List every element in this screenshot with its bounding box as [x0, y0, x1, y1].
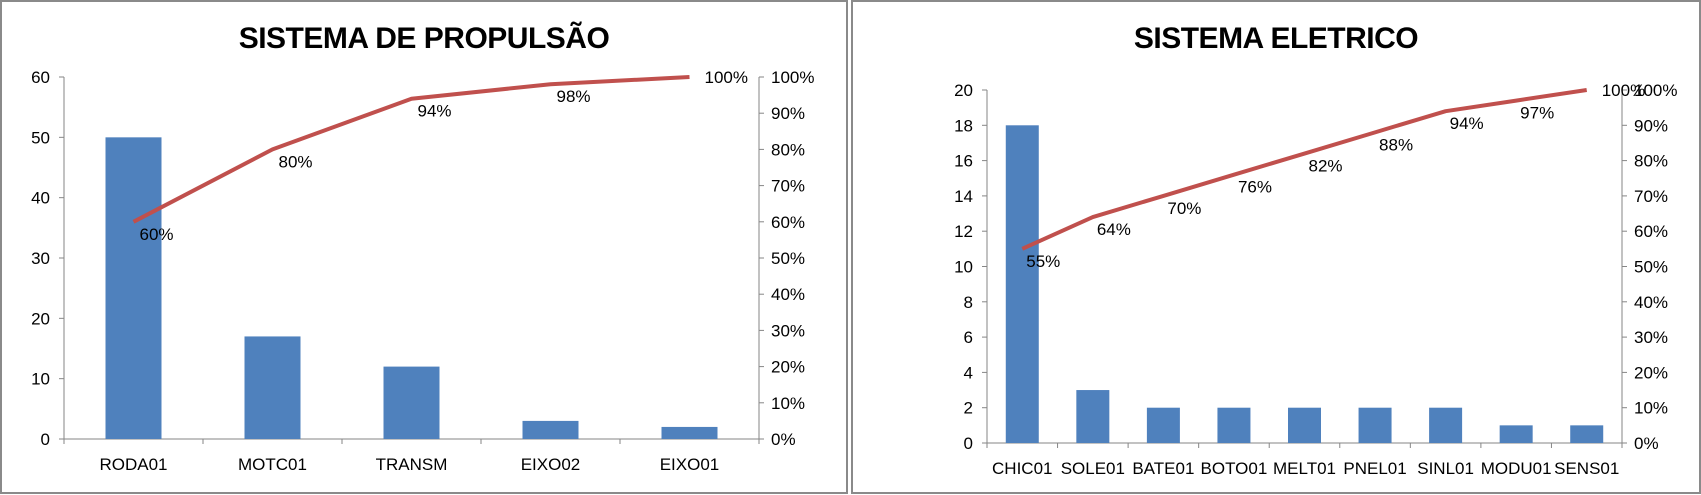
chart-panel-propulsion: SISTEMA DE PROPULSÃO 0 10 20 30 40 50 60 0% 10% 2… — [0, 0, 848, 494]
y-tick-label: 4 — [964, 363, 973, 382]
x-tick-label: BATE01 — [1132, 459, 1194, 478]
y2-tick-label: 50% — [771, 249, 805, 268]
y-tick-label: 12 — [954, 222, 973, 241]
y2-tick-label: 50% — [1634, 258, 1668, 277]
y2-tick-label: 0% — [1634, 434, 1659, 453]
y2-tick-label: 20% — [1634, 363, 1668, 382]
y2-tick-label: 10% — [771, 394, 805, 413]
data-label: 80% — [279, 152, 313, 171]
x-tick-label: CHIC01 — [992, 459, 1052, 478]
bar — [1217, 407, 1251, 443]
y-tick-label: 0 — [41, 430, 50, 449]
bar — [1429, 407, 1463, 443]
y-tick-label: 10 — [31, 370, 50, 389]
x-tick-label: RODA01 — [99, 455, 167, 474]
y2-tick-label: 90% — [771, 104, 805, 123]
bar — [522, 420, 579, 439]
y2-tick-label: 40% — [771, 285, 805, 304]
pareto-chart-propulsion: 0 10 20 30 40 50 60 0% 10% 20% 30% 40% 50% 60% 70% 80% 9… — [31, 68, 814, 474]
data-label: 100% — [705, 68, 748, 87]
y-tick-label: 20 — [954, 81, 973, 100]
y-tick-label: 2 — [964, 399, 973, 418]
y2-tick-label: 30% — [1634, 328, 1668, 347]
y-tick-label: 8 — [964, 293, 973, 312]
y2-tick-label: 60% — [1634, 222, 1668, 241]
y2-tick-label: 70% — [1634, 187, 1668, 206]
data-label: 97% — [1520, 104, 1554, 123]
bar — [1358, 407, 1392, 443]
y2-tick-label: 100% — [771, 68, 814, 87]
y2-tick-label: 30% — [771, 321, 805, 340]
data-label: 88% — [1379, 135, 1413, 154]
data-label: 64% — [1097, 220, 1131, 239]
cumulative-line — [132, 75, 690, 224]
y2-tick-label: 80% — [1634, 152, 1668, 171]
y2-tick-label: 0% — [771, 430, 796, 449]
x-tick-label: SENS01 — [1554, 459, 1619, 478]
bar — [1005, 125, 1039, 444]
bar — [1146, 407, 1180, 443]
x-tick-label: PNEL01 — [1343, 459, 1406, 478]
chart-title: SISTEMA ELETRICO — [1133, 22, 1419, 55]
x-tick-label: BOTO01 — [1201, 459, 1268, 478]
chart-panel-electric: SISTEMA ELETRICO 0 2 4 6 8 10 12 14 16 18 20 0% 10% 2… — [851, 0, 1701, 494]
cumulative-line — [1021, 88, 1588, 251]
bar — [244, 336, 301, 439]
y-tick-label: 30 — [31, 249, 50, 268]
y-tick-label: 50 — [31, 128, 50, 147]
y2-tick-label: 80% — [771, 140, 805, 159]
y2-tick-label: 90% — [1634, 116, 1668, 135]
x-tick-label: SOLE01 — [1061, 459, 1125, 478]
bar — [383, 366, 440, 439]
y-tick-label: 14 — [954, 187, 973, 206]
y2-tick-label: 40% — [1634, 293, 1668, 312]
data-label: 94% — [418, 102, 452, 121]
data-label: 98% — [557, 87, 591, 106]
y-tick-label: 18 — [954, 116, 973, 135]
x-tick-label: MODU01 — [1481, 459, 1552, 478]
bar — [1288, 407, 1321, 443]
chart-title: SISTEMA DE PROPULSÃO — [238, 22, 610, 55]
y2-tick-label: 10% — [1634, 399, 1668, 418]
bar — [661, 426, 718, 439]
bar — [1570, 425, 1604, 443]
bar — [1076, 390, 1110, 443]
y-tick-label: 20 — [31, 309, 50, 328]
y2-tick-label: 70% — [771, 177, 805, 196]
y2-tick-label: 100% — [1634, 81, 1677, 100]
data-label: 82% — [1309, 157, 1343, 176]
x-tick-label: MOTC01 — [238, 455, 307, 474]
y-tick-label: 6 — [964, 328, 973, 347]
bar — [1499, 425, 1533, 443]
y-tick-label: 40 — [31, 189, 50, 208]
data-label: 60% — [140, 225, 174, 244]
x-tick-label: TRANSM — [376, 455, 448, 474]
bar — [105, 137, 162, 440]
y2-tick-label: 60% — [771, 213, 805, 232]
data-label: 70% — [1167, 199, 1201, 218]
y2-tick-label: 20% — [771, 358, 805, 377]
data-label: 100% — [1602, 81, 1645, 100]
data-label: 76% — [1238, 178, 1272, 197]
x-tick-label: SINL01 — [1417, 459, 1474, 478]
y-tick-label: 60 — [31, 68, 50, 87]
data-label: 55% — [1026, 252, 1060, 271]
y-tick-label: 16 — [954, 152, 973, 171]
x-tick-label: EIXO01 — [660, 455, 720, 474]
x-tick-label: EIXO02 — [521, 455, 581, 474]
data-label: 94% — [1450, 114, 1484, 133]
y-tick-label: 10 — [954, 258, 973, 277]
y-tick-label: 0 — [964, 434, 973, 453]
x-tick-label: MELT01 — [1273, 459, 1336, 478]
pareto-chart-electric: 0 2 4 6 8 10 12 14 16 18 20 0% 10% 20% 30% 40% 50% 60% 70%… — [954, 81, 1677, 478]
